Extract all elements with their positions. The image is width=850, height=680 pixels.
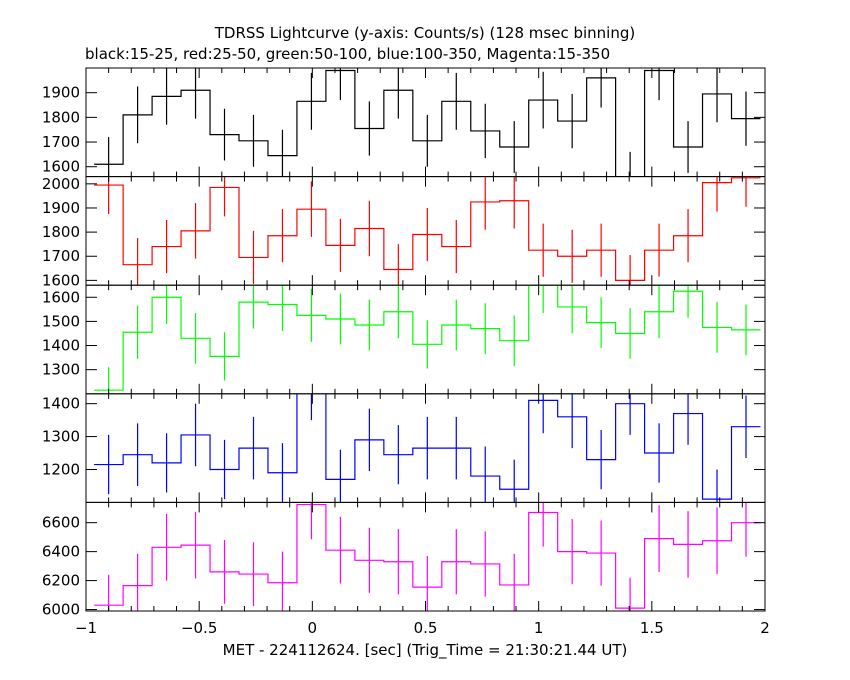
x-tick-label: 1.5	[640, 619, 664, 637]
y-tick-label: 1300	[42, 361, 80, 379]
y-tick-label: 1400	[42, 395, 80, 413]
y-tick-label: 1500	[42, 312, 80, 330]
series-0	[94, 68, 761, 177]
series-2	[94, 285, 761, 394]
y-tick-label: 1200	[42, 460, 80, 478]
series-step-line	[94, 393, 761, 500]
y-tick-label: 6000	[42, 601, 80, 619]
y-tick-label: 1300	[42, 428, 80, 446]
panel-frame	[85, 67, 766, 178]
x-tick-label: 0	[308, 619, 318, 637]
y-tick-label: 1400	[42, 337, 80, 355]
panel-0: 1600 1700 1800 1900	[42, 67, 766, 178]
panel-3: 1200 1300 1400	[42, 393, 766, 503]
panel-frame	[85, 501, 766, 612]
y-tick-label: 1800	[42, 108, 80, 126]
y-tick-label: 1700	[42, 133, 80, 151]
panel-4: 6000 6200 6400 6600	[42, 501, 766, 619]
series-3	[94, 393, 761, 503]
panels: 1600 1700 1800 1900 1600 1700 1800 1900 2000 1300…	[42, 67, 770, 637]
y-tick-label: 6400	[42, 543, 80, 561]
chart-subtitle: black:15-25, red:25-50, green:50-100, bl…	[85, 45, 610, 63]
panel-1: 1600 1700 1800 1900 2000	[42, 175, 766, 289]
chart-title: TDRSS Lightcurve (y-axis: Counts/s) (128…	[214, 24, 635, 42]
y-tick-label: 1800	[42, 223, 80, 241]
y-tick-label: 1600	[42, 158, 80, 176]
x-tick-label: −1	[75, 619, 97, 637]
y-tick-label: 1900	[42, 84, 80, 102]
y-tick-label: 1900	[42, 199, 80, 217]
x-tick-label: 2	[760, 619, 770, 637]
y-tick-label: 6600	[42, 514, 80, 532]
y-tick-label: 1600	[42, 271, 80, 289]
x-tick-label: −0.5	[181, 619, 217, 637]
series-4	[94, 502, 761, 611]
panel-2: 1300 1400 1500 1600	[42, 284, 766, 395]
y-tick-label: 1600	[42, 288, 80, 306]
y-tick-label: 1700	[42, 247, 80, 265]
panel-frame	[85, 284, 766, 395]
y-tick-label: 6200	[42, 572, 80, 590]
x-axis-label: MET - 224112624. [sec] (Trig_Time = 21:3…	[223, 641, 628, 660]
y-tick-label: 2000	[42, 175, 80, 193]
x-tick-label: 0.5	[414, 619, 438, 637]
x-tick-label: 1	[534, 619, 544, 637]
series-1	[94, 176, 761, 286]
